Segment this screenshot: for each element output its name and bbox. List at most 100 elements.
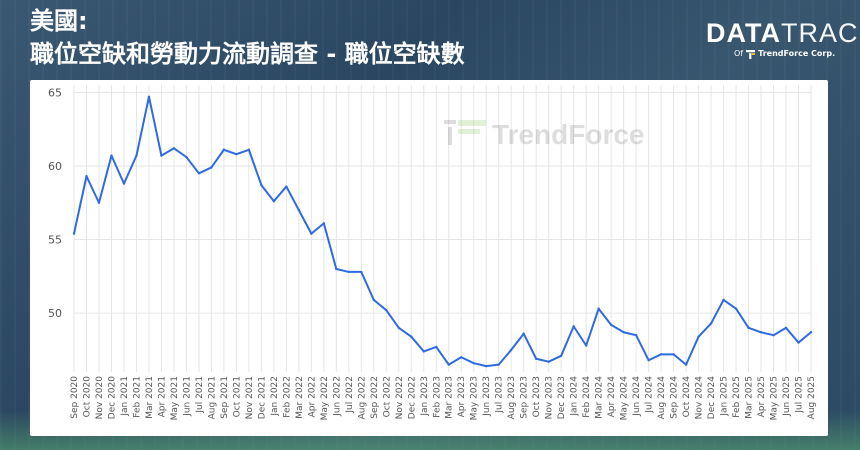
- x-tick-label: Feb 2021: [132, 376, 142, 418]
- data-point: [397, 326, 400, 330]
- x-tick-label: Mar 2021: [145, 376, 155, 419]
- data-point: [809, 331, 813, 334]
- data-point: [172, 147, 176, 150]
- watermark-logo-bar-top: [444, 120, 456, 124]
- x-tick-label: Apr 2024: [607, 376, 617, 418]
- x-tick-label: Jan 2021: [120, 376, 130, 417]
- x-tick-label: Sep 2023: [520, 376, 530, 419]
- data-point: [235, 152, 238, 156]
- x-tick-label: Apr 2025: [757, 376, 767, 417]
- data-point: [260, 183, 263, 187]
- watermark-logo-accent-2: [458, 129, 480, 134]
- series-line: [73, 95, 812, 368]
- data-point: [285, 185, 288, 188]
- brand-sub-company: TrendForce Corp.: [758, 49, 836, 58]
- x-tick-label: Aug 2024: [657, 376, 667, 420]
- data-point: [297, 208, 301, 212]
- x-tick-label: Sep 2021: [220, 376, 230, 419]
- x-tick-label: Jun 2021: [182, 376, 192, 417]
- data-point: [510, 348, 513, 352]
- data-point: [622, 331, 625, 334]
- x-tick-label: Oct 2020: [82, 376, 92, 418]
- x-tick-label: Dec 2021: [257, 376, 267, 419]
- data-point: [759, 331, 763, 334]
- trendforce-logo-icon: [746, 49, 756, 59]
- data-point: [609, 323, 613, 327]
- x-tick-label: Nov 2022: [395, 376, 405, 419]
- brand-logo: DATATRACK Of TrendForce Corp.: [706, 18, 860, 60]
- data-point: [797, 341, 800, 344]
- y-tick-label: 60: [48, 160, 62, 173]
- data-point: [460, 356, 463, 359]
- title-line-2: 職位空缺和勞動力流動調查 - 職位空缺數: [30, 40, 465, 68]
- data-point: [534, 357, 538, 360]
- data-point: [210, 166, 213, 169]
- data-point: [335, 267, 338, 271]
- data-point: [584, 344, 588, 347]
- x-tick-label: Mar 2022: [295, 376, 305, 419]
- data-point: [784, 326, 788, 330]
- x-tick-label: Nov 2021: [245, 376, 255, 419]
- x-tick-label: Feb 2024: [582, 376, 592, 418]
- data-point: [485, 364, 488, 368]
- chart-panel: TrendForce 50 55 60 65 Sep 2020 Oct 2020 Nov …: [30, 80, 828, 436]
- data-point: [709, 322, 713, 325]
- x-tick-label: Apr 2022: [307, 376, 317, 417]
- data-point: [734, 307, 738, 310]
- data-point: [97, 201, 101, 204]
- x-tick-label: Jul 2025: [795, 376, 805, 414]
- x-tick-label: Dec 2020: [107, 376, 117, 419]
- x-tick-label: Jun 2023: [482, 376, 492, 417]
- y-axis-ticks: 50 55 60 65: [48, 86, 62, 320]
- data-point: [647, 359, 650, 362]
- data-point: [435, 345, 438, 349]
- x-tick-label: Mar 2023: [445, 376, 455, 419]
- data-point: [385, 308, 388, 312]
- x-tick-label: May 2025: [770, 376, 780, 420]
- data-point: [72, 232, 76, 235]
- data-point: [697, 335, 700, 338]
- x-tick-label: May 2023: [470, 376, 480, 420]
- x-tick-label: Nov 2023: [545, 376, 555, 419]
- brand-sub: Of TrendForce Corp.: [734, 48, 836, 60]
- x-tick-label: Sep 2020: [70, 376, 80, 419]
- series-points: [72, 95, 813, 368]
- data-point: [85, 175, 88, 178]
- x-tick-label: Oct 2022: [382, 376, 392, 417]
- x-tick-label: Feb 2022: [282, 376, 292, 418]
- horizontal-grid: [74, 91, 811, 314]
- brand-name: DATATRACK: [706, 18, 860, 48]
- data-point: [472, 361, 475, 365]
- x-tick-label: Dec 2023: [557, 376, 567, 419]
- data-point: [747, 326, 750, 330]
- data-point: [672, 353, 675, 356]
- x-tick-label: Jul 2024: [645, 376, 655, 414]
- x-tick-label: Aug 2023: [507, 376, 517, 419]
- x-tick-label: Jan 2025: [720, 376, 730, 417]
- data-point: [447, 363, 450, 366]
- x-tick-label: Apr 2021: [157, 376, 167, 417]
- y-tick-label: 55: [48, 234, 62, 247]
- data-point: [772, 334, 775, 337]
- x-tick-label: Aug 2025: [807, 376, 817, 419]
- x-tick-label: Aug 2022: [357, 376, 367, 419]
- x-tick-label: Jun 2025: [782, 376, 792, 417]
- data-point: [322, 222, 326, 225]
- data-point: [110, 154, 113, 157]
- data-point: [247, 148, 251, 151]
- data-point: [360, 270, 363, 274]
- data-point: [122, 182, 126, 185]
- data-point: [422, 350, 425, 353]
- data-point: [659, 353, 663, 356]
- data-point: [597, 307, 600, 310]
- data-point: [572, 325, 575, 328]
- data-point: [347, 270, 351, 274]
- x-tick-label: Sep 2022: [370, 376, 380, 419]
- trendforce-watermark: TrendForce: [444, 119, 644, 150]
- x-tick-label: Jul 2021: [195, 376, 205, 414]
- brand-name-bold: DATA: [706, 18, 781, 48]
- x-tick-label: Jun 2022: [332, 376, 342, 417]
- x-tick-label: Oct 2023: [532, 376, 542, 417]
- data-point: [372, 298, 375, 302]
- data-point: [185, 155, 188, 159]
